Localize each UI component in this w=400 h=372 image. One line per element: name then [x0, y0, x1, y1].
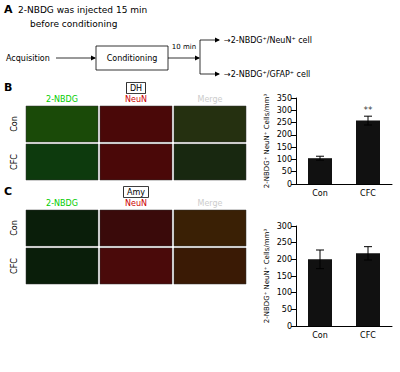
svg-text:0: 0 — [287, 322, 292, 331]
svg-text:100: 100 — [277, 155, 292, 164]
svg-text:before conditioning: before conditioning — [30, 19, 117, 29]
svg-text:200: 200 — [277, 255, 292, 264]
svg-text:Con: Con — [312, 189, 328, 198]
svg-text:CFC: CFC — [10, 154, 19, 170]
svg-text:2-NBDG⁺ NeuN⁺ Cells/mm³: 2-NBDG⁺ NeuN⁺ Cells/mm³ — [263, 94, 271, 189]
svg-text:CFC: CFC — [10, 258, 19, 274]
svg-text:350: 350 — [277, 94, 292, 103]
svg-text:0: 0 — [287, 180, 292, 189]
svg-text:Merge: Merge — [198, 199, 223, 208]
svg-text:Amy: Amy — [127, 188, 145, 197]
svg-text:NeuN: NeuN — [125, 199, 147, 208]
svg-text:250: 250 — [277, 238, 292, 247]
svg-text:A: A — [4, 3, 13, 16]
svg-text:Con: Con — [10, 116, 19, 132]
svg-text:NeuN: NeuN — [125, 95, 147, 104]
svg-text:CFC: CFC — [360, 189, 376, 198]
svg-text:DH: DH — [130, 84, 142, 93]
svg-text:300: 300 — [277, 106, 292, 115]
svg-text:150: 150 — [277, 143, 292, 152]
svg-text:**: ** — [364, 105, 374, 115]
svg-text:Con: Con — [10, 220, 19, 236]
svg-text:CFC: CFC — [360, 331, 376, 340]
svg-text:Acquisition: Acquisition — [6, 54, 50, 63]
svg-text:50: 50 — [282, 167, 292, 176]
svg-text:B: B — [4, 81, 12, 94]
svg-text:250: 250 — [277, 118, 292, 127]
svg-text:50: 50 — [282, 305, 292, 314]
svg-text:→2-NBDG⁺/NeuN⁺ cell: →2-NBDG⁺/NeuN⁺ cell — [224, 36, 312, 45]
svg-text:2-NBDG was injected 15 min: 2-NBDG was injected 15 min — [18, 5, 147, 15]
svg-text:Conditioning: Conditioning — [107, 54, 158, 63]
svg-text:10 min: 10 min — [172, 43, 196, 51]
svg-text:Merge: Merge — [198, 95, 223, 104]
svg-text:Con: Con — [312, 331, 328, 340]
svg-text:2-NBDG: 2-NBDG — [46, 95, 78, 104]
svg-text:2-NBDG: 2-NBDG — [46, 199, 78, 208]
svg-text:100: 100 — [277, 288, 292, 297]
svg-text:C: C — [4, 185, 12, 198]
svg-text:→2-NBDG⁺/GFAP⁺ cell: →2-NBDG⁺/GFAP⁺ cell — [224, 70, 310, 79]
svg-text:150: 150 — [277, 272, 292, 281]
svg-text:2-NBDG⁺ NeuN⁺ Cells/mm³: 2-NBDG⁺ NeuN⁺ Cells/mm³ — [263, 229, 271, 324]
svg-text:200: 200 — [277, 130, 292, 139]
svg-text:300: 300 — [277, 222, 292, 231]
